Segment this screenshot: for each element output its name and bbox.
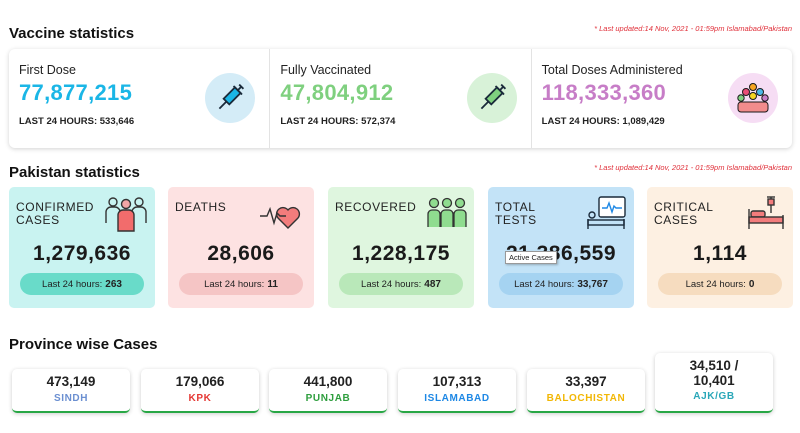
province-card-punjab[interactable]: 441,800 PUNJAB xyxy=(269,369,387,413)
recovered-value: 1,228,175 xyxy=(352,242,450,265)
syringe-icon xyxy=(466,73,517,123)
first-dose-value: 77,877,215 xyxy=(19,80,133,105)
province-section-title: Province wise Cases xyxy=(9,336,158,353)
last24-label: Last 24 hours: xyxy=(361,278,422,290)
vaccine-panel: First Dose 77,877,215 LAST 24 HOURS: 533… xyxy=(9,49,792,148)
first-dose-card: First Dose 77,877,215 LAST 24 HOURS: 533… xyxy=(9,49,269,148)
province-name: KPK xyxy=(188,393,212,404)
fully-vaccinated-label: Fully Vaccinated xyxy=(280,63,372,77)
province-value: 107,313 xyxy=(432,374,482,389)
first-dose-last24: LAST 24 HOURS: 533,646 xyxy=(19,116,135,127)
province-value: 33,397 xyxy=(565,374,607,389)
last24-label: Last 24 hours: xyxy=(685,278,746,290)
province-value: 34,510 / 10,401 xyxy=(655,358,773,388)
tests-label-line2: TESTS xyxy=(495,213,537,227)
recovered-last24-value: 487 xyxy=(424,278,441,290)
deaths-last24: Last 24 hours: 11 xyxy=(179,273,303,295)
syringe-icon xyxy=(205,73,256,123)
deaths-label: DEATHS xyxy=(175,200,227,214)
recovered-label: RECOVERED xyxy=(335,200,417,214)
vaccine-section-title: Vaccine statistics xyxy=(9,25,135,42)
confirmed-last24-value: 263 xyxy=(105,278,122,290)
critical-cases-label: CRITICAL CASES xyxy=(654,201,713,227)
province-card-ajk-gb[interactable]: 34,510 / 10,401 AJK/GB xyxy=(655,353,773,413)
recovered-people-icon xyxy=(426,195,468,238)
pakistan-last-updated: * Last updated:14 Nov, 2021 - 01:59pm Is… xyxy=(594,163,792,172)
ajk-value-line2: 10,401 xyxy=(693,373,735,388)
first-dose-label: First Dose xyxy=(19,63,76,77)
total-doses-label: Total Doses Administered xyxy=(541,63,683,77)
last24-label: Last 24 hours: xyxy=(42,278,103,290)
fully-vaccinated-card: Fully Vaccinated 47,804,912 LAST 24 HOUR… xyxy=(269,49,530,148)
patient-monitor-icon xyxy=(586,195,628,236)
recovered-last24: Last 24 hours: 487 xyxy=(339,273,463,295)
total-doses-last24: LAST 24 HOURS: 1,089,429 xyxy=(541,116,665,127)
critical-last24: Last 24 hours: 0 xyxy=(658,273,782,295)
ajk-value-line1: 34,510 / xyxy=(689,358,739,373)
province-value: 473,149 xyxy=(46,374,96,389)
crowd-icon xyxy=(727,73,778,123)
critical-cases-value: 1,114 xyxy=(693,242,747,265)
last24-label: Last 24 hours: xyxy=(514,278,575,290)
hospital-bed-icon xyxy=(747,195,787,238)
tests-label-line1: TOTAL xyxy=(495,200,536,214)
province-value: 441,800 xyxy=(303,374,353,389)
province-name: ISLAMABAD xyxy=(424,393,490,404)
province-name: PUNJAB xyxy=(305,393,351,404)
total-tests-label: TOTAL TESTS xyxy=(495,201,537,227)
province-name: BALOCHISTAN xyxy=(546,393,626,404)
confirmed-cases-value: 1,279,636 xyxy=(33,242,131,265)
province-card-balochistan[interactable]: 33,397 BALOCHISTAN xyxy=(527,369,645,413)
province-name: SINDH xyxy=(53,393,89,404)
tests-last24: Last 24 hours: 33,767 xyxy=(499,273,623,295)
confirmed-cases-label: CONFIRMED CASES xyxy=(16,201,94,227)
total-doses-card: Total Doses Administered 118,333,360 LAS… xyxy=(530,49,792,148)
heartbeat-icon xyxy=(258,201,308,236)
province-card-sindh[interactable]: 473,149 SINDH xyxy=(12,369,130,413)
confirmed-last24: Last 24 hours: 263 xyxy=(20,273,144,295)
pakistan-section-title: Pakistan statistics xyxy=(9,164,140,181)
confirmed-label-line2: CASES xyxy=(16,213,60,227)
tests-last24-value: 33,767 xyxy=(577,278,608,290)
deaths-last24-value: 11 xyxy=(267,278,278,290)
deaths-value: 28,606 xyxy=(207,242,275,265)
critical-label-line1: CRITICAL xyxy=(654,200,714,214)
people-group-icon xyxy=(103,195,149,238)
active-cases-tooltip: Active Cases xyxy=(505,251,557,264)
province-card-kpk[interactable]: 179,066 KPK xyxy=(141,369,259,413)
critical-label-line2: CASES xyxy=(654,213,698,227)
fully-vaccinated-value: 47,804,912 xyxy=(280,80,394,105)
vaccine-last-updated: * Last updated:14 Nov, 2021 - 01:59pm Is… xyxy=(594,24,792,33)
critical-last24-value: 0 xyxy=(748,278,755,290)
province-name: AJK/GB xyxy=(693,391,735,402)
total-doses-value: 118,333,360 xyxy=(541,80,667,105)
confirmed-label-line1: CONFIRMED xyxy=(16,200,95,214)
fully-vaccinated-last24: LAST 24 HOURS: 572,374 xyxy=(280,116,396,127)
last24-label: Last 24 hours: xyxy=(204,278,265,290)
province-card-islamabad[interactable]: 107,313 ISLAMABAD xyxy=(398,369,516,413)
province-value: 179,066 xyxy=(175,374,225,389)
